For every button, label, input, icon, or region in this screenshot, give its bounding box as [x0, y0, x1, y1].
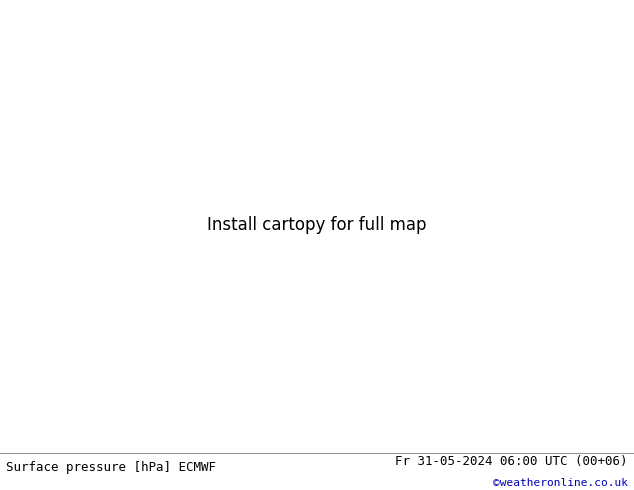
Text: Fr 31-05-2024 06:00 UTC (00+06): Fr 31-05-2024 06:00 UTC (00+06)	[395, 455, 628, 468]
Text: ©weatheronline.co.uk: ©weatheronline.co.uk	[493, 478, 628, 488]
Text: Install cartopy for full map: Install cartopy for full map	[207, 216, 427, 234]
Text: Surface pressure [hPa] ECMWF: Surface pressure [hPa] ECMWF	[6, 462, 216, 474]
